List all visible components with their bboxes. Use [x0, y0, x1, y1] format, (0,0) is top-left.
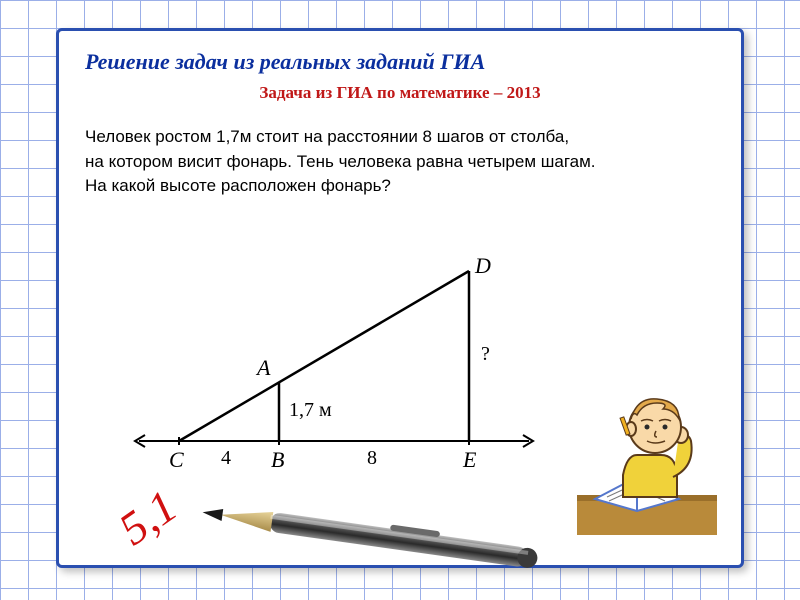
page-subtitle: Задача из ГИА по математике – 2013 — [85, 83, 715, 103]
point-d-label: D — [475, 253, 491, 279]
geometry-diagram: A B C D E 1,7 м ? 4 8 — [129, 251, 539, 481]
content-card: Решение задач из реальных заданий ГИА За… — [56, 28, 744, 568]
student-illustration — [577, 385, 717, 535]
point-e-label: E — [463, 447, 476, 473]
point-c-label: C — [169, 447, 184, 473]
problem-line: Человек ростом 1,7м стоит на расстоянии … — [85, 125, 715, 150]
unknown-height-label: ? — [481, 343, 490, 366]
segment-be-label: 8 — [367, 447, 377, 470]
point-a-label: A — [257, 355, 270, 381]
segment-cb-label: 4 — [221, 447, 231, 470]
point-b-label: B — [271, 447, 284, 473]
page-title: Решение задач из реальных заданий ГИА — [85, 49, 715, 75]
answer-value: 5,1 — [109, 479, 187, 555]
problem-text: Человек ростом 1,7м стоит на расстоянии … — [85, 125, 715, 199]
problem-line: на котором висит фонарь. Тень человека р… — [85, 150, 715, 175]
person-height-label: 1,7 м — [289, 399, 332, 422]
pen-illustration — [189, 501, 569, 571]
problem-line: На какой высоте расположен фонарь? — [85, 174, 715, 199]
